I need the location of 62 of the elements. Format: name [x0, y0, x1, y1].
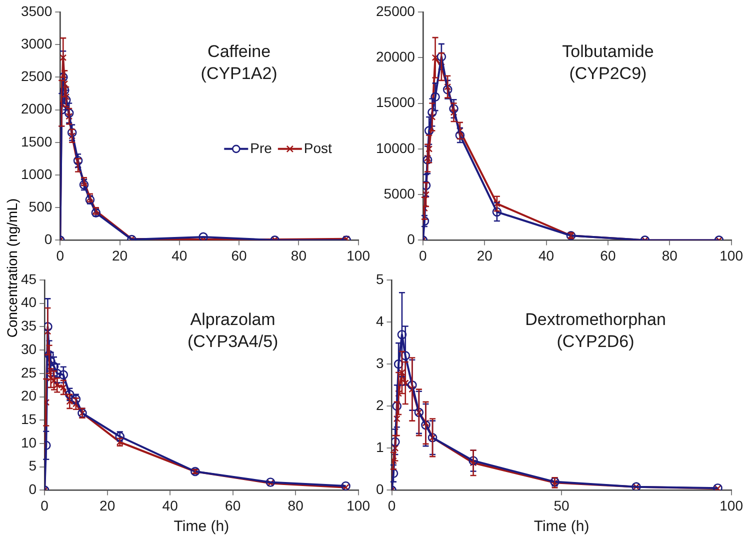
legend-label: Pre	[250, 140, 272, 156]
x-tick-label: 100	[346, 247, 370, 264]
x-tick-label: 100	[720, 497, 744, 514]
x-tick-label: 50	[554, 497, 570, 514]
y-tick-label: 30	[20, 340, 37, 357]
legend-label: Post	[304, 140, 332, 156]
y-tick-label: 5	[28, 458, 37, 474]
text: Tolbutamide	[562, 42, 654, 62]
x-tick-label: 100	[346, 497, 370, 514]
y-tick-label: 0	[28, 481, 37, 498]
y-tick-label: 3	[376, 354, 384, 371]
x-tick-label: 60	[225, 497, 241, 514]
y-tick-label: 2000	[20, 100, 52, 117]
y-tick-label: 4	[376, 312, 384, 329]
y-tick-label: 10	[20, 434, 37, 450]
text: Alprazolam	[190, 310, 276, 330]
y-tick-label: 3500	[20, 2, 52, 19]
x-tick-label: 0	[56, 247, 64, 264]
y-tick-label: 20	[20, 388, 37, 404]
y-tick-label: 3000	[20, 35, 52, 52]
y-axis-title: Concentration (ng/mL)	[4, 198, 20, 338]
y-tick-label: 2	[376, 396, 384, 413]
y-tick-label: 2500	[20, 68, 52, 84]
y-tick-label: 0	[44, 231, 52, 248]
y-tick-label: 0	[376, 481, 384, 498]
y-tick-label: 35	[20, 318, 37, 334]
text: (CYP2C9)	[569, 64, 647, 84]
x-tick-label: 100	[720, 247, 744, 264]
x-tick-label: 40	[162, 497, 178, 514]
y-tick-label: 1500	[20, 133, 52, 150]
y-tick-label: 25000	[376, 2, 416, 19]
y-tick-label: 500	[28, 198, 52, 214]
x-tick-label: 80	[290, 247, 307, 264]
y-tick-label: 45	[20, 270, 37, 287]
y-tick-label: 40	[20, 294, 37, 310]
x-tick-label: 20	[476, 247, 493, 264]
x-tick-label: 20	[100, 497, 116, 514]
y-tick-label: 10000	[376, 140, 416, 156]
x-tick-label: 60	[231, 247, 248, 264]
x-axis-title: Time (h)	[534, 518, 590, 536]
y-tick-label: 0	[407, 231, 416, 248]
text: (CYP3A4/5)	[187, 332, 278, 352]
y-tick-label: 20000	[376, 48, 416, 64]
x-tick-label: 40	[538, 247, 554, 264]
y-tick-label: 25	[20, 364, 37, 380]
y-tick-label: 1000	[20, 166, 52, 182]
x-tick-label: 80	[662, 247, 678, 264]
x-axis-title: Time (h)	[174, 518, 230, 536]
y-tick-label: 15	[20, 410, 37, 427]
y-tick-label: 15000	[376, 94, 416, 110]
x-tick-label: 60	[600, 247, 616, 264]
x-tick-label: 80	[288, 497, 304, 514]
x-tick-label: 40	[172, 247, 188, 264]
y-tick-label: 5000	[384, 185, 416, 202]
text: (CYP2D6)	[556, 332, 634, 352]
text: Dextromethorphan	[525, 310, 666, 330]
x-tick-label: 0	[419, 247, 428, 264]
text: (CYP1A2)	[200, 64, 278, 84]
y-tick-label: 5	[376, 270, 384, 287]
text: Caffeine	[208, 42, 271, 62]
y-tick-label: 1	[376, 439, 384, 456]
x-tick-label: 20	[112, 247, 128, 264]
